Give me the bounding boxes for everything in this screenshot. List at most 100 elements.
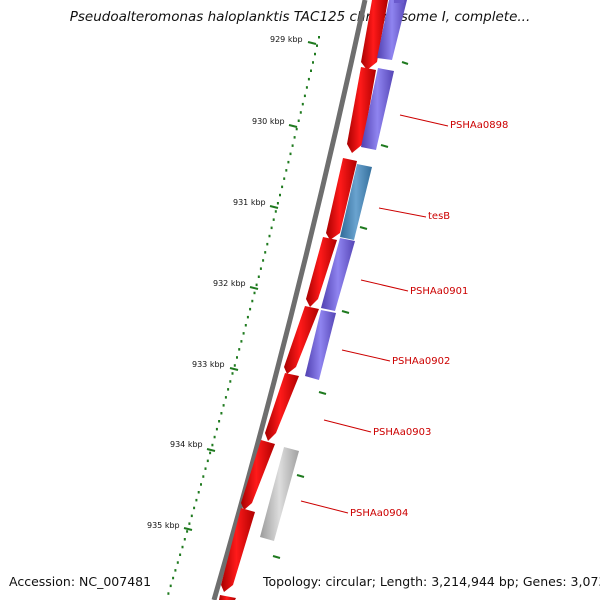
minor-tick-dot (238, 348, 241, 351)
minor-tick-dot (297, 119, 300, 122)
cds-arrow[interactable] (221, 508, 255, 592)
minor-tick-dot (287, 160, 290, 164)
minor-tick-dot (279, 193, 281, 197)
minor-tick-dot (274, 210, 277, 213)
gene-label-text: tesB (428, 211, 450, 222)
minor-tick-dot (229, 380, 232, 383)
reverse-cds-track (260, 0, 407, 541)
minor-tick-dot (264, 251, 267, 254)
minor-tick-dot (215, 427, 218, 431)
gene-label-text: PSHAa0903 (373, 427, 431, 438)
cds-arrow[interactable] (219, 595, 236, 600)
minor-tick-dot (231, 372, 234, 375)
minor-tick-dot (266, 242, 269, 246)
minor-tick-dot (174, 569, 177, 572)
tick-label: 932 kbp (213, 279, 246, 288)
minor-tick-dot (224, 396, 227, 399)
minor-tick-dot (244, 324, 247, 327)
gene-label[interactable]: PSHAa0904 (300, 500, 408, 519)
cds-bar[interactable] (340, 164, 372, 240)
forward-cds-track (219, 0, 388, 600)
cds-bar[interactable] (305, 310, 336, 380)
minor-tick-dot (188, 522, 191, 525)
minor-tick-dot (303, 94, 306, 98)
minor-tick-dot (204, 467, 207, 470)
cds-arrow[interactable] (284, 306, 319, 374)
scale-tick: 932 kbp (213, 279, 259, 290)
cds-arrow[interactable] (326, 158, 357, 240)
minor-tick-dot (276, 202, 279, 205)
cds-arrow[interactable] (306, 237, 337, 307)
cds-arrow[interactable] (347, 67, 376, 153)
minor-tick-track (167, 36, 320, 595)
minor-tick-dot (262, 259, 265, 262)
cds-arrow[interactable] (265, 373, 299, 441)
minor-tick-dot (242, 332, 245, 335)
minor-tick-dot (257, 275, 260, 278)
tick-label: 931 kbp (233, 198, 266, 207)
accession-label: Accession: NC_007481 (9, 574, 152, 589)
minor-tick-dot (190, 514, 193, 518)
scale-tick: 929 kbp (270, 35, 317, 45)
minor-tick-dot (289, 152, 292, 156)
minor-tick-dot (172, 576, 175, 580)
minor-tick-dot (233, 364, 236, 367)
cds-bar[interactable] (377, 0, 407, 60)
minor-tick-dot (236, 356, 238, 359)
minor-tick-dot (301, 102, 304, 106)
map-title: Pseudoalteromonas haloplanktis TAC125 ch… (69, 9, 531, 25)
minor-tick-dot (176, 561, 179, 564)
minor-tick-dot (293, 136, 296, 139)
cds-bar[interactable] (321, 238, 355, 311)
minor-tick-dot (206, 459, 209, 463)
minor-tick-dot (318, 36, 320, 39)
gene-label[interactable]: tesB (378, 207, 450, 222)
minor-tick-dot (240, 340, 243, 343)
minor-tick-dot (305, 86, 308, 89)
cds-bar[interactable] (394, 0, 404, 3)
scale-tick: 931 kbp (233, 198, 279, 209)
cds-arrow[interactable] (241, 440, 275, 510)
cds-arrow[interactable] (361, 0, 388, 70)
minor-tick-dot (211, 443, 214, 447)
minor-tick-dot (218, 420, 221, 423)
minor-tick-dot (272, 218, 275, 221)
minor-tick-dot (268, 234, 271, 238)
minor-tick-dot (179, 553, 182, 556)
minor-tick-dot (249, 307, 252, 311)
minor-tick-dot (202, 475, 205, 478)
tick-label: 935 kbp (147, 521, 180, 530)
minor-tick-dot (310, 69, 312, 72)
gene-label[interactable]: PSHAa0903 (323, 419, 431, 438)
minor-tick-dot (181, 545, 184, 549)
gene-labels: PSHAa0898 tesB PSHAa0901 PSHAa0902 PSHAa… (300, 114, 508, 519)
tick-label: 929 kbp (270, 35, 303, 44)
gene-label[interactable]: PSHAa0902 (341, 349, 450, 367)
scale-ticks: 929 kbp 930 kbp 931 kbp 932 kbp 933 kbp … (147, 35, 317, 531)
topology-label: Topology: circular; Length: 3,214,944 bp… (263, 574, 600, 589)
scale-tick: 934 kbp (170, 440, 216, 452)
tick-label: 930 kbp (252, 117, 285, 126)
scale-tick: 930 kbp (252, 117, 298, 128)
gene-label[interactable]: PSHAa0901 (360, 279, 468, 297)
minor-tick-dot (259, 267, 262, 270)
minor-tick-dot (183, 538, 186, 541)
minor-tick-dot (312, 61, 314, 64)
minor-tick-dot (193, 506, 196, 510)
minor-tick-dot (314, 52, 316, 56)
minor-tick-dot (281, 185, 284, 189)
minor-tick-dot (291, 144, 294, 147)
gene-label[interactable]: PSHAa0898 (399, 114, 508, 131)
tick-label: 934 kbp (170, 440, 203, 449)
minor-tick-dot (222, 404, 225, 407)
minor-tick-dot (227, 388, 230, 391)
cds-bar[interactable] (361, 68, 394, 150)
minor-tick-dot (220, 412, 223, 415)
gene-label-text: PSHAa0904 (350, 508, 408, 519)
minor-tick-dot (186, 530, 189, 533)
outer-tick-track (272, 61, 409, 559)
scale-tick: 933 kbp (192, 360, 239, 371)
cds-bar[interactable] (260, 447, 299, 541)
minor-tick-dot (213, 435, 216, 439)
